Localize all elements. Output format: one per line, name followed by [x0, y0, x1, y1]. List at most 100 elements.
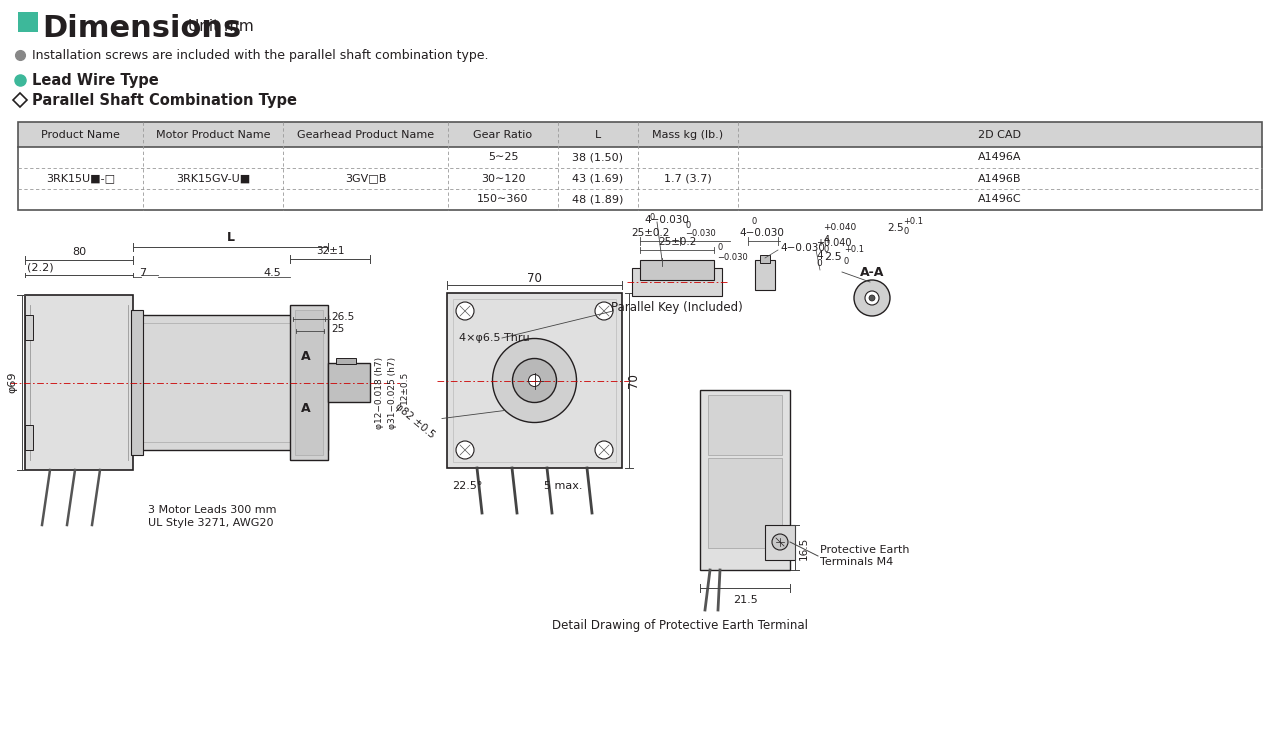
Text: Dimensions: Dimensions	[42, 14, 241, 43]
Circle shape	[529, 374, 540, 386]
Text: 48 (1.89): 48 (1.89)	[572, 194, 623, 205]
Bar	[335, 358, 356, 364]
Text: 25±0.2: 25±0.2	[631, 228, 669, 238]
Text: 26.5: 26.5	[332, 312, 355, 322]
Text: 3 Motor Leads 300 mm: 3 Motor Leads 300 mm	[148, 505, 276, 515]
Text: A1496B: A1496B	[978, 173, 1021, 184]
Text: 0: 0	[902, 228, 909, 237]
Text: 0: 0	[649, 214, 654, 222]
Text: 70: 70	[627, 373, 640, 388]
Circle shape	[869, 295, 876, 301]
Text: 0: 0	[817, 260, 822, 269]
Bar	[26, 295, 133, 470]
Text: 150∼360: 150∼360	[477, 194, 529, 205]
Text: Product Name: Product Name	[41, 129, 120, 139]
Text: φ31−0.025 (h7): φ31−0.025 (h7)	[388, 356, 397, 429]
Text: +0.040: +0.040	[823, 223, 856, 232]
Text: Mass kg (lb.): Mass kg (lb.)	[653, 129, 723, 139]
Text: L: L	[595, 129, 602, 139]
Text: 2D CAD: 2D CAD	[978, 129, 1021, 139]
Text: A1496C: A1496C	[978, 194, 1021, 205]
Bar	[632, 268, 722, 296]
Text: +0.1: +0.1	[844, 246, 864, 254]
Text: 43 (1.69): 43 (1.69)	[572, 173, 623, 184]
Text: 5 max.: 5 max.	[544, 481, 582, 491]
Text: Parallel Key (Included): Parallel Key (Included)	[611, 301, 742, 315]
Text: L: L	[227, 231, 234, 244]
Circle shape	[456, 302, 474, 320]
Circle shape	[595, 441, 613, 459]
Text: 38 (1.50): 38 (1.50)	[572, 153, 623, 162]
Text: −0.030: −0.030	[685, 229, 716, 239]
Text: Detail Drawing of Protective Earth Terminal: Detail Drawing of Protective Earth Termi…	[552, 618, 808, 632]
Circle shape	[854, 280, 890, 316]
Bar	[141, 323, 320, 442]
Text: 80: 80	[72, 247, 86, 257]
Text: 4−0.030: 4−0.030	[740, 228, 785, 238]
Text: 2.5: 2.5	[887, 223, 904, 233]
Text: 4−0.030: 4−0.030	[780, 243, 824, 253]
Bar	[328, 363, 370, 402]
Text: 0: 0	[824, 245, 829, 254]
Circle shape	[865, 291, 879, 305]
Text: A: A	[301, 402, 311, 414]
Bar	[18, 122, 1262, 147]
Circle shape	[772, 534, 788, 550]
Bar	[700, 390, 790, 570]
Text: 2.5: 2.5	[824, 252, 842, 262]
Text: (2.2): (2.2)	[27, 262, 54, 272]
Text: 7: 7	[140, 268, 147, 278]
Text: 0: 0	[685, 220, 690, 229]
Text: 70: 70	[527, 272, 541, 286]
Text: A1496A: A1496A	[978, 153, 1021, 162]
Bar	[291, 305, 328, 460]
Circle shape	[595, 302, 613, 320]
Text: Parallel Shaft Combination Type: Parallel Shaft Combination Type	[32, 92, 297, 107]
Text: 25±0.2: 25±0.2	[658, 237, 696, 247]
Bar	[708, 458, 782, 548]
Text: Lead Wire Type: Lead Wire Type	[32, 72, 159, 88]
Text: Gearhead Product Name: Gearhead Product Name	[297, 129, 434, 139]
Text: +0.040: +0.040	[817, 238, 851, 248]
Text: 30∼120: 30∼120	[481, 173, 525, 184]
Bar	[708, 395, 782, 455]
Text: 4.5: 4.5	[264, 268, 280, 278]
Bar	[18, 12, 38, 32]
Circle shape	[456, 441, 474, 459]
Text: 0: 0	[717, 243, 722, 252]
Bar	[640, 260, 714, 280]
Text: 16.5: 16.5	[799, 536, 809, 559]
Text: φ82 ±0.5: φ82 ±0.5	[393, 401, 436, 440]
Bar	[131, 310, 143, 455]
Text: 5∼25: 5∼25	[488, 153, 518, 162]
Text: UL Style 3271, AWG20: UL Style 3271, AWG20	[148, 518, 274, 528]
Bar	[447, 293, 622, 468]
Text: 21.5: 21.5	[732, 595, 758, 605]
Text: 25: 25	[332, 324, 344, 334]
Text: A-A: A-A	[860, 266, 884, 280]
Bar	[294, 310, 323, 455]
Text: Unit mm: Unit mm	[188, 19, 253, 34]
Bar	[26, 425, 33, 450]
Circle shape	[493, 339, 576, 423]
Bar	[765, 525, 795, 560]
Text: φ12−0.018 (h7): φ12−0.018 (h7)	[375, 356, 384, 429]
Text: 1.7 (3.7): 1.7 (3.7)	[664, 173, 712, 184]
Text: 0: 0	[844, 257, 849, 266]
Text: Terminals M4: Terminals M4	[820, 557, 893, 567]
Text: 22.5°: 22.5°	[452, 481, 483, 491]
Text: −0.030: −0.030	[717, 252, 748, 261]
Text: Motor Product Name: Motor Product Name	[156, 129, 270, 139]
Bar	[18, 122, 1262, 210]
Text: φ69: φ69	[6, 372, 17, 394]
Text: +0.1: +0.1	[902, 217, 923, 225]
Text: 3RK15U■-□: 3RK15U■-□	[46, 173, 115, 184]
Text: A: A	[301, 350, 311, 364]
Text: Protective Earth: Protective Earth	[820, 545, 910, 555]
Bar	[26, 315, 33, 340]
Bar	[760, 255, 771, 263]
Text: 3RK15GV-U■: 3RK15GV-U■	[175, 173, 250, 184]
Text: 12±0.5: 12±0.5	[399, 371, 410, 404]
Text: 4−0.030: 4−0.030	[645, 215, 690, 225]
Bar	[453, 299, 616, 462]
